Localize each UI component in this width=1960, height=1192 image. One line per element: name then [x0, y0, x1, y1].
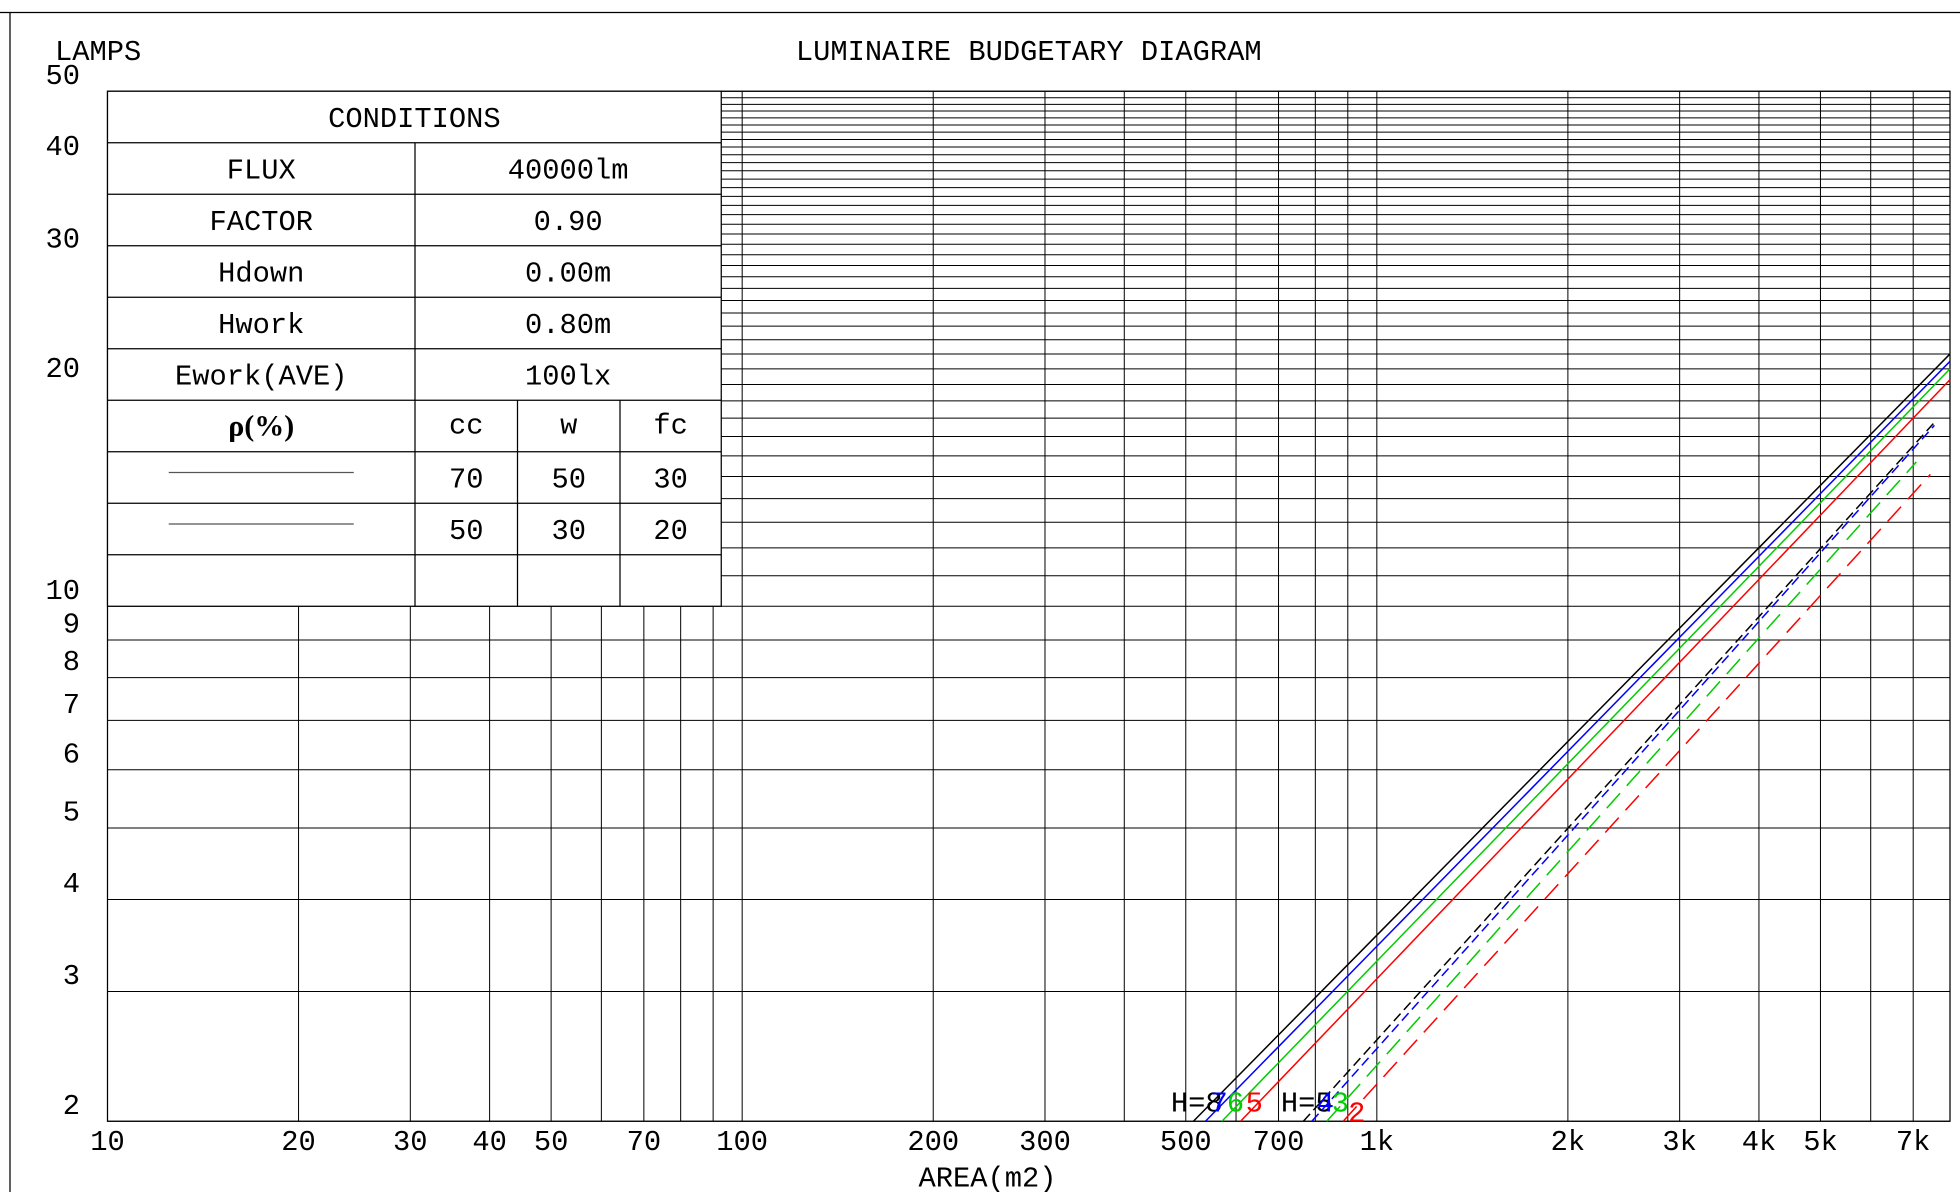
y-tick-label: 3 [63, 960, 80, 993]
reflectance-value: 30 [653, 464, 688, 497]
x-tick-label: 100 [716, 1126, 768, 1159]
condition-name: Ework(AVE) [175, 361, 348, 394]
x-tick-label: 700 [1253, 1126, 1305, 1159]
series-label: 2 [1348, 1097, 1365, 1130]
condition-value: 40000lm [508, 155, 629, 188]
x-tick-label: 20 [281, 1126, 316, 1159]
series-label: H=5 [1281, 1087, 1333, 1120]
series-line [1326, 461, 1917, 1122]
series-line [1204, 360, 1951, 1122]
y-tick-label: 9 [63, 609, 80, 642]
chart-title: LUMINAIRE BUDGETARY DIAGRAM [796, 36, 1262, 69]
reflectance-value: 20 [653, 515, 688, 548]
x-tick-label: 3k [1662, 1126, 1697, 1159]
condition-name: FLUX [227, 155, 296, 188]
condition-name: Hdown [218, 258, 304, 291]
x-tick-label: 7k [1896, 1126, 1931, 1159]
y-tick-label: 30 [45, 223, 80, 256]
series-label: 5 [1246, 1087, 1263, 1120]
series-label: 4 [1317, 1087, 1334, 1120]
x-tick-label: 2k [1551, 1126, 1586, 1159]
y-tick-label: 5 [63, 797, 80, 830]
reflectance-header: cc [449, 410, 484, 443]
x-tick-label: 30 [393, 1126, 428, 1159]
series-line [1221, 368, 1951, 1122]
reflectance-header: w [560, 410, 577, 443]
series-label: 3 [1332, 1087, 1349, 1120]
conditions-table: CONDITIONS FLUX 40000lm FACTOR 0.90 Hdown 0.00… [106, 90, 722, 607]
reflectance-value: 70 [449, 464, 484, 497]
x-tick-label: 70 [627, 1126, 662, 1159]
y-tick-label: 40 [45, 131, 80, 164]
reflectance-value: 30 [551, 515, 586, 548]
condition-name: Hwork [218, 309, 304, 342]
x-axis-label: AREA(m2) [918, 1162, 1056, 1192]
series-line [1311, 424, 1935, 1122]
y-tick-label: 4 [63, 868, 80, 901]
series-label: 7 [1210, 1087, 1227, 1120]
reflectance-header: fc [653, 410, 688, 443]
x-tick-label: 300 [1019, 1126, 1071, 1159]
reflectance-value: 50 [449, 515, 484, 548]
table-title: CONDITIONS [328, 103, 501, 136]
condition-value: 100lx [525, 361, 611, 394]
series-label: H=8 [1171, 1087, 1223, 1120]
y-tick-label: 2 [63, 1090, 80, 1123]
y-tick-label: 10 [45, 575, 80, 608]
series-line [1302, 419, 1938, 1122]
y-tick-label: 7 [63, 689, 80, 722]
x-tick-label: 1k [1360, 1126, 1395, 1159]
condition-value: 0.90 [534, 206, 603, 239]
reflectance-value: 50 [551, 464, 586, 497]
x-tick-label: 500 [1160, 1126, 1212, 1159]
x-tick-label: 4k [1742, 1126, 1777, 1159]
y-tick-label: 50 [45, 60, 80, 93]
x-tick-label: 5k [1803, 1126, 1838, 1159]
series-line [1240, 379, 1951, 1122]
x-tick-label: 50 [534, 1126, 569, 1159]
condition-value: 0.00m [525, 258, 611, 291]
y-tick-label: 6 [63, 738, 80, 771]
x-tick-label: 200 [907, 1126, 959, 1159]
y-axis-label: LAMPS [55, 36, 141, 69]
y-tick-label: 8 [63, 646, 80, 679]
y-tick-label: 20 [45, 353, 80, 386]
series-line [1192, 353, 1951, 1122]
rho-header: ρ(%) [228, 409, 294, 442]
series-line [1342, 473, 1931, 1122]
condition-name: FACTOR [209, 206, 313, 239]
condition-value: 0.80m [525, 309, 611, 342]
x-tick-label: 40 [472, 1126, 507, 1159]
series-label: 6 [1227, 1087, 1244, 1120]
x-tick-label: 10 [90, 1126, 125, 1159]
